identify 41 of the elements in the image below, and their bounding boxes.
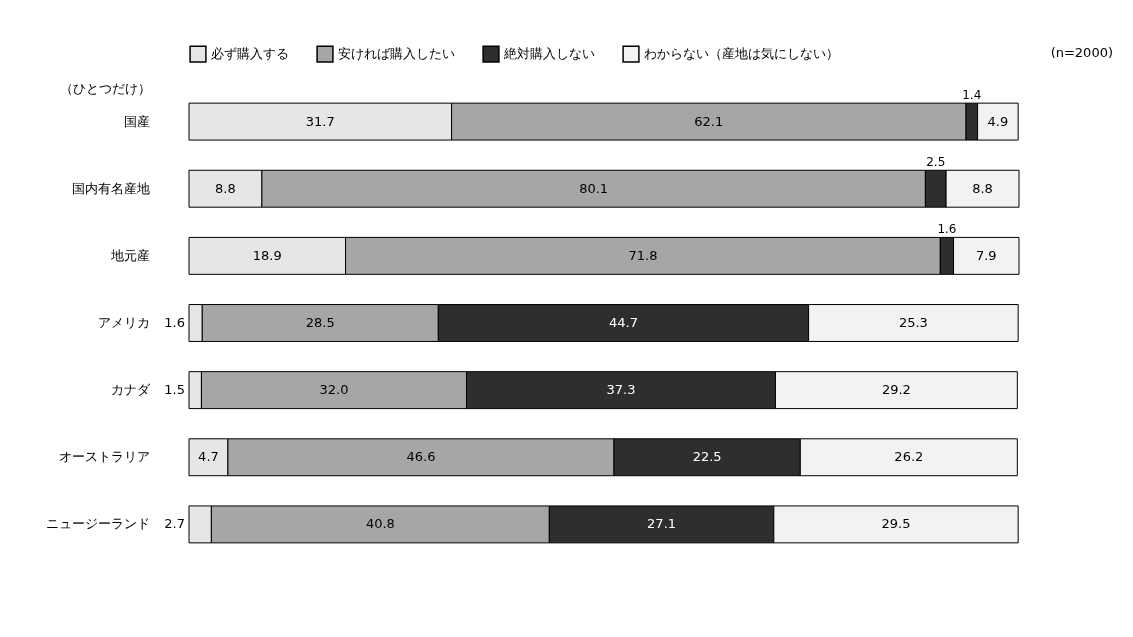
- data-label: 1.5: [164, 382, 185, 398]
- data-label: 22.5: [692, 449, 722, 465]
- data-label: 80.1: [579, 180, 609, 196]
- y-tick-label: オーストラリア: [58, 449, 150, 465]
- data-label: 40.8: [365, 516, 395, 532]
- data-label: 26.2: [894, 449, 924, 465]
- y-tick-label: 国産: [123, 113, 150, 129]
- data-label: 71.8: [628, 247, 658, 263]
- data-label: 4.9: [987, 113, 1009, 129]
- data-label: 29.5: [881, 516, 911, 532]
- data-label: 2.5: [926, 154, 946, 169]
- data-label: 7.9: [975, 247, 997, 263]
- data-label: 25.3: [898, 315, 928, 330]
- data-label: 44.7: [608, 315, 638, 330]
- y-tick-label: 地元産: [109, 247, 150, 263]
- text: （ひとつだけ）: [60, 80, 151, 98]
- data-label: 2.7: [164, 516, 185, 532]
- data-label: 8.8: [972, 180, 993, 196]
- legend-label: 安ければ購入したい: [338, 46, 455, 62]
- data-label: 28.5: [305, 315, 335, 330]
- data-label: 27.1: [647, 516, 677, 532]
- legend-label: 必ず購入する: [211, 46, 289, 62]
- y-tick-label: アメリカ: [97, 315, 150, 330]
- y-tick-label: 国内有名産地: [71, 180, 150, 196]
- data-label: 29.2: [881, 382, 911, 398]
- data-label: 31.7: [305, 113, 335, 129]
- text: (n=2000): [1050, 45, 1113, 60]
- data-label: 18.9: [252, 247, 282, 263]
- data-label: 1.6: [937, 221, 957, 236]
- y-tick-label: ニュージーランド: [45, 516, 150, 532]
- data-label: 32.0: [319, 382, 349, 398]
- data-label: 62.1: [694, 113, 724, 129]
- data-label: 8.8: [215, 180, 236, 196]
- data-label: 1.6: [164, 315, 185, 330]
- legend-label: わからない（産地は気にしない）: [644, 46, 839, 62]
- data-label: 37.3: [606, 382, 636, 398]
- legend-label: 絶対購入しない: [503, 46, 595, 62]
- data-label: 4.7: [198, 449, 219, 465]
- y-tick-label: カナダ: [110, 382, 151, 398]
- data-label: 1.4: [962, 87, 982, 102]
- data-label: 46.6: [406, 449, 436, 465]
